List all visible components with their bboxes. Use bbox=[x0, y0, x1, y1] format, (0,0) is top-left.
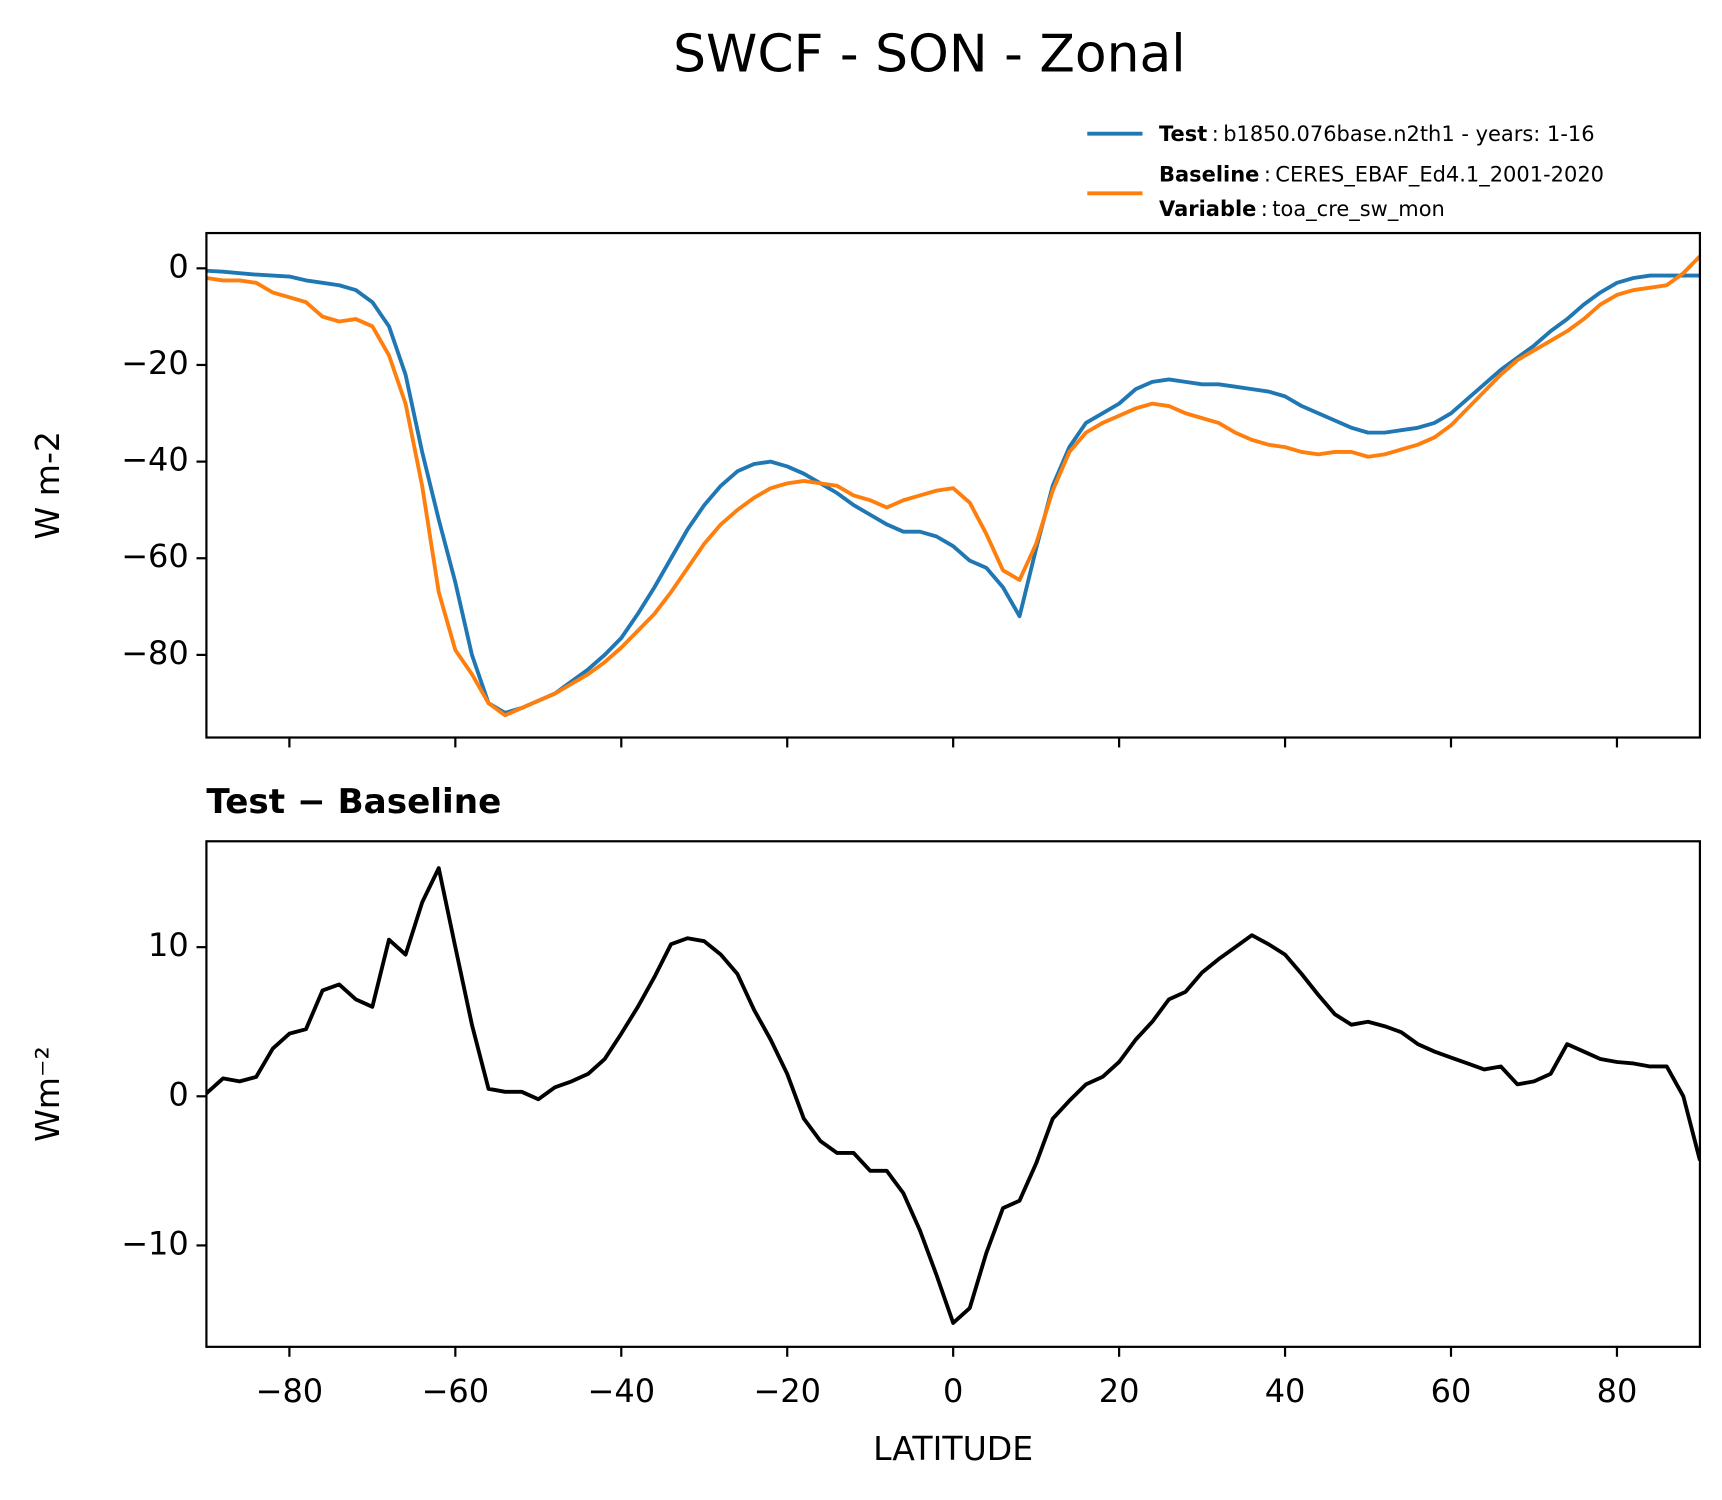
y-tick-label: −80 bbox=[121, 634, 189, 672]
x-tick-label: 0 bbox=[943, 1372, 963, 1410]
y-axis-label: W m-2 bbox=[28, 431, 67, 540]
x-axis-label: LATITUDE bbox=[873, 1429, 1033, 1468]
y-tick-label: −10 bbox=[121, 1224, 189, 1262]
figure-title: SWCF - SON - Zonal bbox=[673, 25, 1186, 85]
legend-description: b1850.076base.n2th1 - years: 1-16 bbox=[1223, 122, 1594, 146]
legend-description: CERES_EBAF_Ed4.1_2001-2020 bbox=[1275, 163, 1604, 188]
legend-separator: : bbox=[1212, 122, 1219, 146]
y-tick-label: 10 bbox=[148, 926, 189, 964]
legend-entry: Baseline: CERES_EBAF_Ed4.1_2001-2020 bbox=[1159, 163, 1604, 188]
data-line bbox=[206, 866, 1700, 1325]
y-tick-label: −40 bbox=[121, 441, 189, 479]
x-tick-label: −80 bbox=[256, 1372, 324, 1410]
legend-description: toa_cre_sw_mon bbox=[1272, 197, 1445, 222]
legend-label: Test bbox=[1159, 122, 1207, 146]
subplot-title: Test − Baseline bbox=[206, 782, 501, 822]
legend-entry: Test: b1850.076base.n2th1 - years: 1-16 bbox=[1159, 122, 1595, 146]
y-tick-label: −20 bbox=[121, 344, 189, 382]
data-line bbox=[206, 268, 1700, 715]
legend-separator: : bbox=[1264, 163, 1271, 187]
x-tick-label: 20 bbox=[1099, 1372, 1140, 1410]
x-tick-label: −60 bbox=[422, 1372, 490, 1410]
axes-frame bbox=[205, 231, 1702, 739]
x-tick-label: 60 bbox=[1431, 1372, 1472, 1410]
x-tick-label: 40 bbox=[1265, 1372, 1306, 1410]
y-axis-label: Wm⁻² bbox=[28, 1046, 67, 1142]
y-tick-label: 0 bbox=[168, 247, 188, 285]
y-tick-label: −60 bbox=[121, 537, 189, 575]
data-line bbox=[206, 254, 1700, 718]
legend-label: Baseline bbox=[1159, 163, 1259, 187]
legend-separator: : bbox=[1261, 197, 1268, 221]
axes-frame bbox=[205, 840, 1702, 1348]
y-tick-label: 0 bbox=[168, 1075, 188, 1113]
x-tick-label: 80 bbox=[1597, 1372, 1638, 1410]
legend-entry: Variable: toa_cre_sw_mon bbox=[1159, 197, 1445, 222]
legend-label: Variable bbox=[1159, 197, 1256, 221]
x-tick-label: −20 bbox=[753, 1372, 821, 1410]
x-tick-label: −40 bbox=[588, 1372, 656, 1410]
